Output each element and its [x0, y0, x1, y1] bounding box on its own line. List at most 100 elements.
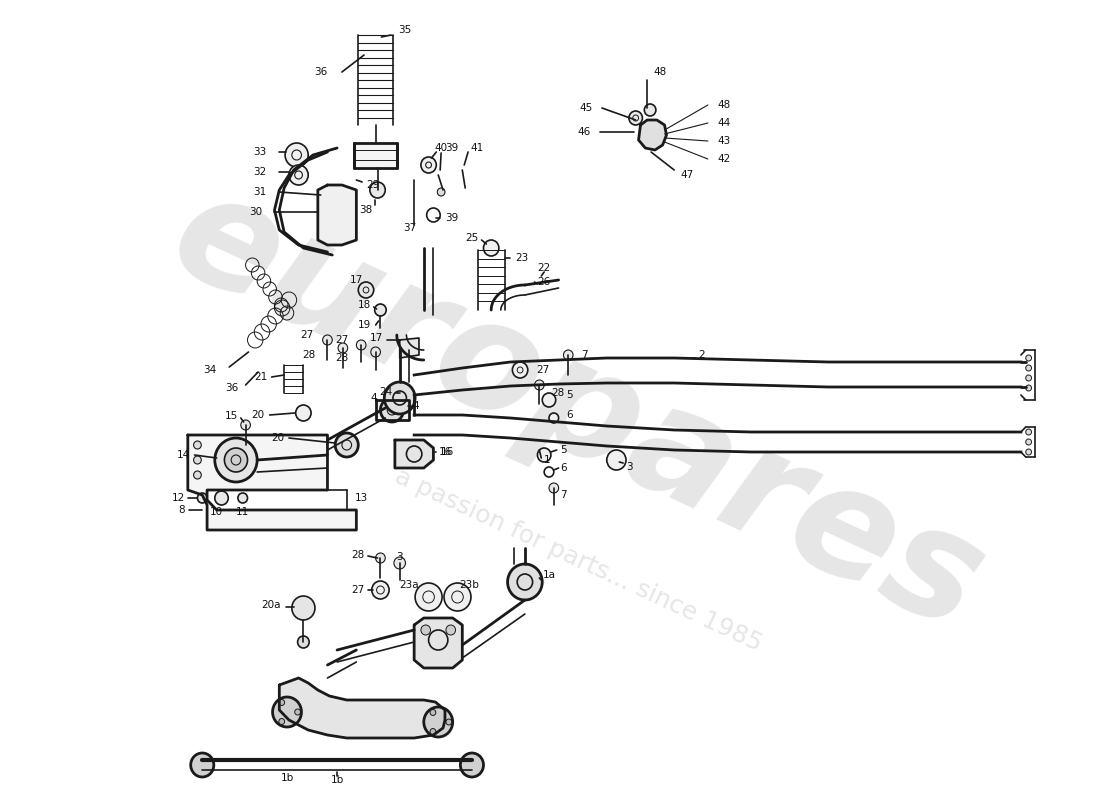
Text: 4: 4 [412, 401, 419, 411]
Circle shape [298, 636, 309, 648]
Text: 23a: 23a [399, 580, 419, 590]
Circle shape [535, 380, 544, 390]
Circle shape [384, 382, 415, 414]
Circle shape [430, 710, 436, 715]
Circle shape [273, 697, 301, 727]
Text: 28: 28 [351, 550, 364, 560]
Circle shape [549, 413, 559, 423]
Circle shape [1025, 365, 1032, 371]
Circle shape [356, 340, 366, 350]
Text: 45: 45 [579, 103, 592, 113]
Text: 38: 38 [360, 205, 373, 215]
Circle shape [224, 448, 248, 472]
Text: 44: 44 [717, 118, 730, 128]
Circle shape [430, 729, 436, 734]
Text: 23b: 23b [460, 580, 480, 590]
Text: 2: 2 [698, 350, 705, 360]
Circle shape [444, 583, 471, 611]
Circle shape [607, 450, 626, 470]
Text: 18: 18 [358, 300, 371, 310]
Text: 7: 7 [581, 350, 587, 360]
Text: 10: 10 [210, 507, 223, 517]
Text: 17: 17 [370, 333, 383, 343]
Circle shape [438, 188, 446, 196]
Circle shape [1025, 439, 1032, 445]
Text: 30: 30 [249, 207, 262, 217]
Circle shape [238, 493, 248, 503]
Text: 15: 15 [224, 411, 238, 421]
Text: 19: 19 [358, 320, 371, 330]
Circle shape [375, 304, 386, 316]
Circle shape [370, 182, 385, 198]
Text: 1b: 1b [330, 775, 343, 785]
Text: 17: 17 [350, 275, 363, 285]
Circle shape [194, 471, 201, 479]
Circle shape [295, 709, 300, 715]
Polygon shape [318, 185, 356, 245]
Text: 42: 42 [717, 154, 730, 164]
Text: a passion for parts... since 1985: a passion for parts... since 1985 [390, 464, 766, 656]
Text: 3: 3 [396, 552, 403, 562]
Text: 14: 14 [176, 450, 189, 460]
Text: 13: 13 [354, 493, 367, 503]
Text: 48: 48 [653, 67, 667, 77]
Circle shape [424, 707, 453, 737]
Text: 27: 27 [300, 330, 313, 340]
Text: 36: 36 [226, 383, 239, 393]
Text: 32: 32 [253, 167, 267, 177]
Circle shape [194, 441, 201, 449]
Circle shape [241, 420, 251, 430]
Text: 47: 47 [680, 170, 693, 180]
Circle shape [446, 625, 455, 635]
Circle shape [484, 240, 499, 256]
Polygon shape [395, 440, 433, 468]
Circle shape [415, 583, 442, 611]
Circle shape [338, 343, 348, 353]
Text: 27: 27 [336, 335, 349, 345]
Text: 33: 33 [253, 147, 267, 157]
Polygon shape [639, 120, 667, 150]
Polygon shape [354, 143, 397, 168]
Text: 5: 5 [561, 445, 568, 455]
Circle shape [542, 393, 556, 407]
Circle shape [507, 564, 542, 600]
Circle shape [375, 553, 385, 563]
Circle shape [289, 165, 308, 185]
Circle shape [421, 157, 437, 173]
Text: 11: 11 [236, 507, 250, 517]
Circle shape [278, 699, 285, 706]
Circle shape [381, 398, 404, 422]
Text: 12: 12 [172, 493, 185, 503]
Circle shape [421, 625, 430, 635]
Text: 21: 21 [254, 372, 267, 382]
Circle shape [629, 111, 642, 125]
Text: 20: 20 [271, 433, 284, 443]
Text: 37: 37 [403, 223, 416, 233]
Text: 39: 39 [446, 213, 459, 223]
Circle shape [278, 718, 285, 725]
Text: 46: 46 [578, 127, 591, 137]
Circle shape [372, 581, 389, 599]
Text: 40: 40 [434, 143, 448, 153]
Text: 20: 20 [252, 410, 265, 420]
Text: 25: 25 [465, 233, 478, 243]
Circle shape [394, 557, 406, 569]
Text: 31: 31 [253, 187, 267, 197]
Polygon shape [414, 618, 462, 668]
Circle shape [197, 493, 207, 503]
Text: 4: 4 [371, 393, 377, 403]
Text: 20a: 20a [262, 600, 282, 610]
Text: 48: 48 [717, 100, 730, 110]
Text: 1a: 1a [543, 570, 557, 580]
Text: 16: 16 [439, 447, 452, 457]
Circle shape [296, 405, 311, 421]
Text: 1b: 1b [280, 773, 294, 783]
Text: 39: 39 [446, 143, 459, 153]
Text: 5: 5 [566, 390, 573, 400]
Circle shape [446, 719, 452, 725]
Text: 7: 7 [561, 490, 568, 500]
Circle shape [214, 491, 229, 505]
Text: 41: 41 [470, 143, 483, 153]
Circle shape [1025, 355, 1032, 361]
Polygon shape [399, 338, 419, 358]
